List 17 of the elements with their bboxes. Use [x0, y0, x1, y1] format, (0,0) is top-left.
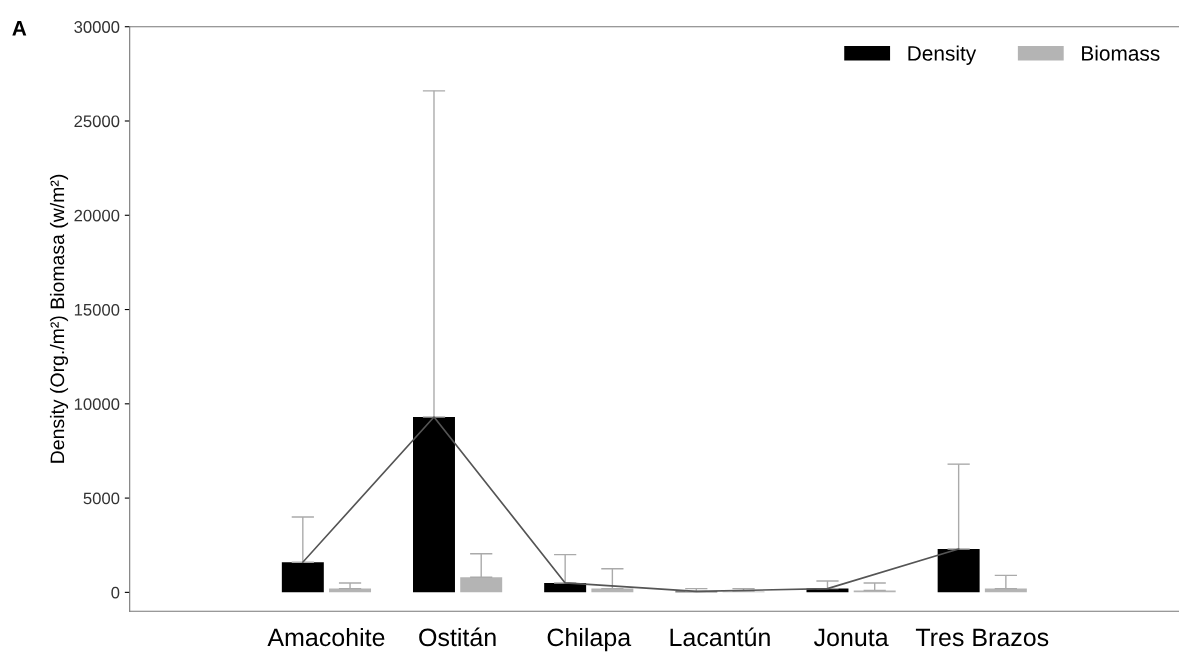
x-tick-label: Chilapa: [547, 627, 632, 652]
legend-label: Biomass: [1082, 45, 1160, 61]
y-tick-label: 0: [111, 586, 120, 599]
x-tick-label: Amacohite: [267, 627, 385, 647]
legend-label: Density: [908, 45, 977, 65]
x-tick-label: Jonuta: [813, 628, 889, 647]
y-tick-label: 5000: [83, 492, 120, 505]
y-tick-label: 20000: [74, 209, 120, 222]
y-tick-label: 10000: [74, 398, 120, 411]
x-tick-label: Lacantún: [670, 627, 770, 647]
x-tick-label: Tres Brazos: [915, 628, 1049, 647]
y-axis-title: Density (Org./m²) Biomasa (w/m²): [49, 174, 69, 463]
y-tick-label: 25000: [74, 115, 120, 128]
y-tick-label: 30000: [74, 21, 120, 33]
text: A: [12, 21, 27, 36]
y-tick-label: 15000: [74, 303, 120, 316]
x-tick-label: Ostitán: [419, 627, 496, 647]
